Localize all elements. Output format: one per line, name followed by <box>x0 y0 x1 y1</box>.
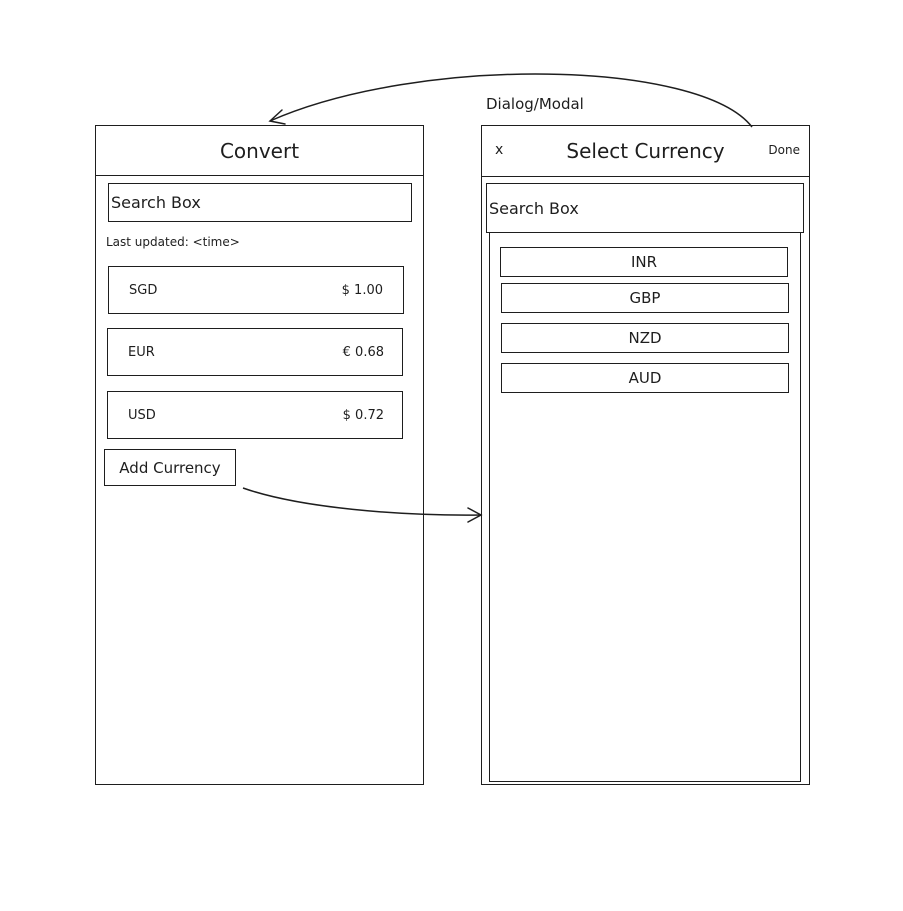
currency-code: EUR <box>128 344 155 360</box>
currency-value: $ 1.00 <box>341 282 383 298</box>
currency-row-usd[interactable]: USD $ 0.72 <box>107 391 403 439</box>
dialog-search-input[interactable]: Search Box <box>486 183 804 233</box>
currency-row-sgd[interactable]: SGD $ 1.00 <box>108 266 404 314</box>
return-arrowhead <box>268 109 286 125</box>
currency-code: USD <box>128 407 156 423</box>
dialog-header: x Select Currency Done <box>481 125 810 177</box>
currency-row-eur[interactable]: EUR € 0.68 <box>107 328 403 376</box>
open-dialog-arrowhead <box>467 507 483 523</box>
currency-option-nzd[interactable]: NZD <box>501 323 789 353</box>
add-currency-button[interactable]: Add Currency <box>104 449 236 486</box>
dialog-modal-annotation: Dialog/Modal <box>486 95 584 113</box>
option-label: NZD <box>628 329 662 347</box>
dialog-search-placeholder: Search Box <box>489 198 579 218</box>
dialog-title: Select Currency <box>566 139 725 163</box>
page-title: Convert <box>219 138 300 163</box>
option-label: GBP <box>629 289 661 307</box>
option-label: INR <box>630 253 658 271</box>
option-label: AUD <box>628 369 662 387</box>
last-updated-text: Last updated: <time> <box>106 235 240 249</box>
currency-option-aud[interactable]: AUD <box>501 363 789 393</box>
search-placeholder: Search Box <box>111 193 201 212</box>
currency-value: € 0.68 <box>342 344 384 360</box>
currency-option-inr[interactable]: INR <box>500 247 788 277</box>
convert-header: Convert <box>95 125 424 176</box>
currency-code: SGD <box>129 282 158 298</box>
currency-option-gbp[interactable]: GBP <box>501 283 789 313</box>
add-currency-label: Add Currency <box>119 458 221 477</box>
close-button[interactable]: x <box>495 142 504 158</box>
done-button[interactable]: Done <box>768 143 800 157</box>
search-input[interactable]: Search Box <box>108 183 412 222</box>
dialog-content-panel <box>489 232 801 782</box>
currency-value: $ 0.72 <box>342 407 384 423</box>
